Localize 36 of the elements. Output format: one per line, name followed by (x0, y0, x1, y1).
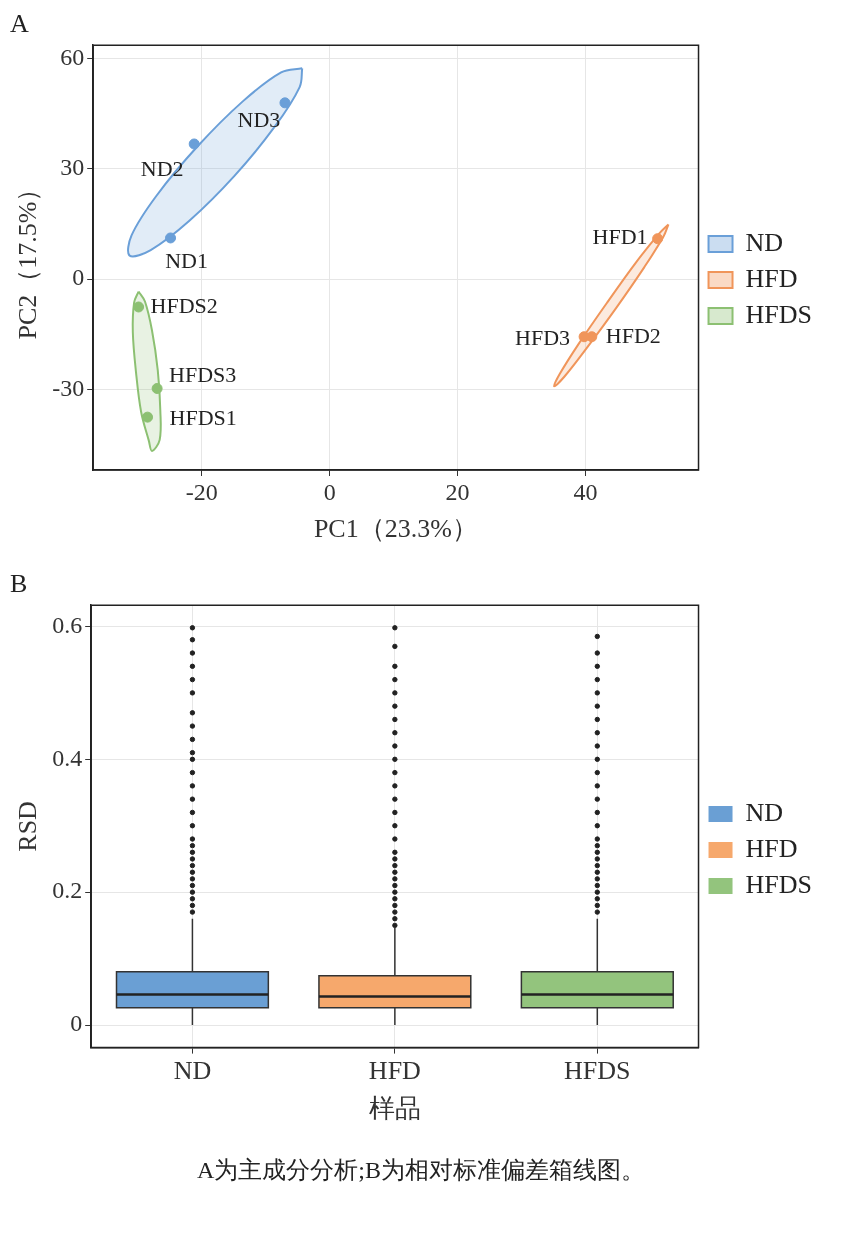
annotation: HFD2 (605, 322, 661, 348)
chart-title: A (10, 9, 29, 39)
legend-label: HFDS (745, 869, 813, 899)
text: A为主成分分析;B为相对标准偏差箱线图。 (196, 1156, 646, 1185)
y-tick-label: -30 (52, 374, 85, 401)
legend-label: ND (745, 227, 784, 257)
y-tick-label: 0.4 (52, 744, 83, 771)
y-tick-label: 0 (70, 1010, 83, 1037)
annotation: HFD3 (515, 324, 571, 350)
x-tick-label: 40 (573, 478, 598, 505)
x-axis-title: 样品 (368, 1094, 421, 1124)
x-tick-label: 20 (445, 478, 470, 505)
chart-title: B (10, 569, 28, 599)
annotation: HFDS3 (169, 362, 237, 388)
y-tick-label: 0.2 (52, 877, 83, 904)
x-tick-label: HFDS (564, 1056, 631, 1086)
y-axis-title: RSD (13, 801, 43, 852)
y-tick-label: 60 (60, 44, 85, 71)
y-tick-label: 0 (72, 264, 85, 291)
y-tick-label: 30 (60, 154, 85, 181)
x-tick-label: -20 (185, 478, 218, 505)
annotation: HFDS2 (150, 292, 218, 318)
annotation: ND3 (237, 106, 281, 132)
legend-label: HFD (745, 833, 798, 863)
annotation: ND1 (165, 247, 208, 273)
y-tick-label: 0.6 (52, 611, 83, 638)
annotation: HFDS1 (169, 404, 237, 430)
legend-label: HFD (745, 263, 798, 293)
x-tick-label: ND (173, 1056, 212, 1086)
legend-label: ND (745, 797, 784, 827)
y-axis-title: PC2（17.5%） (13, 175, 43, 340)
x-tick-label: 0 (323, 478, 336, 505)
annotation: HFD1 (592, 224, 648, 250)
legend-label: HFDS (745, 299, 813, 329)
x-axis-title: PC1（23.3%） (313, 514, 478, 544)
x-tick-label: HFD (368, 1056, 421, 1086)
